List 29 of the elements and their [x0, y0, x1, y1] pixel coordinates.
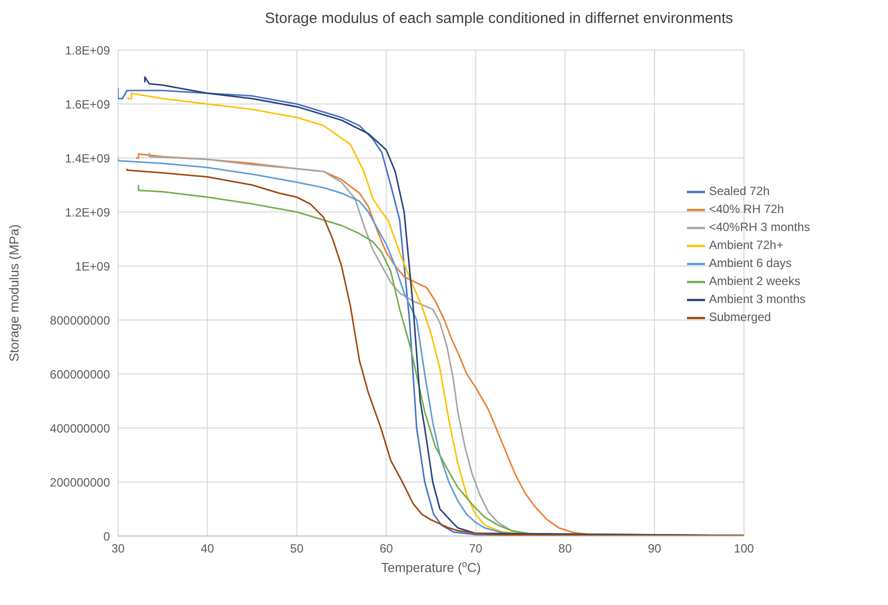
y-tick-label: 200000000 — [50, 475, 110, 490]
y-tick-label: 400000000 — [50, 421, 110, 436]
legend-label: <40%RH 3 months — [708, 220, 810, 234]
legend-label: Submerged — [708, 310, 771, 324]
y-tick-label: 1.6E+09 — [64, 97, 110, 112]
x-tick-label: 50 — [290, 542, 304, 556]
chart-title: Storage modulus of each sample conditioned in differnet environments — [264, 10, 734, 27]
legend-label: <40% RH 72h — [708, 202, 784, 216]
x-tick-label: 100 — [734, 542, 754, 556]
x-axis-title: Temperature ($^{o}$C) — [381, 559, 481, 575]
legend-label: Sealed 72h — [708, 184, 770, 198]
legend-label: Ambient 2 weeks — [708, 274, 800, 288]
x-tick-label: 80 — [558, 542, 572, 556]
y-tick-label: 1.2E+09 — [64, 205, 110, 220]
legend-label: Ambient 6 days — [708, 256, 792, 270]
x-tick-label: 90 — [648, 542, 662, 556]
y-tick-label: 1.8E+09 — [64, 43, 110, 58]
y-tick-label: 1.4E+09 — [64, 151, 110, 166]
x-tick-label: 30 — [111, 542, 125, 556]
y-axis-title: Storage modulus (MPa) — [6, 224, 22, 362]
y-tick-label: 1E+09 — [74, 259, 110, 274]
legend-label: Ambient 3 months — [708, 292, 806, 306]
y-tick-label: 800000000 — [50, 313, 110, 328]
legend-label: Ambient 72h+ — [708, 238, 784, 252]
x-tick-label: 70 — [469, 542, 483, 556]
y-tick-label: 600000000 — [50, 367, 110, 382]
x-tick-label: 40 — [200, 542, 214, 556]
x-tick-label: 60 — [380, 542, 394, 556]
y-tick-label: 0 — [103, 529, 110, 544]
